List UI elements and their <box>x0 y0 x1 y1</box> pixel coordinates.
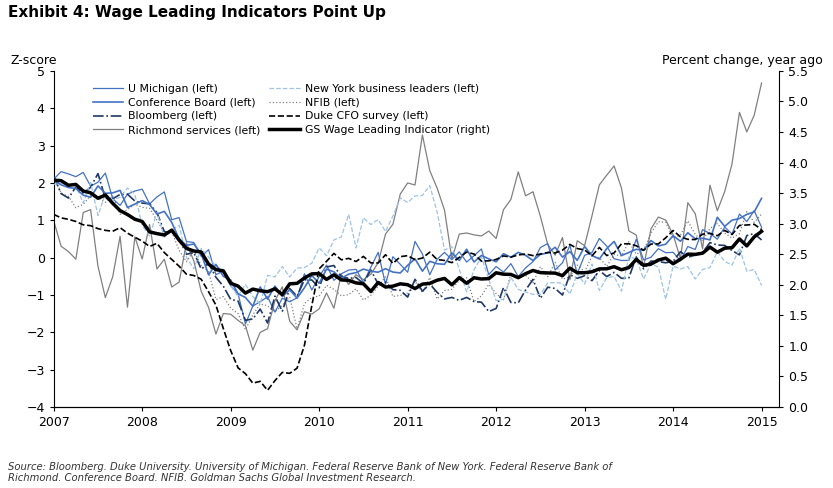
Text: Percent change, year ago: Percent change, year ago <box>662 55 823 67</box>
Legend: U Michigan (left), Conference Board (left), Bloomberg (left), Richmond services : U Michigan (left), Conference Board (lef… <box>88 80 495 140</box>
Text: Z-score: Z-score <box>10 55 57 67</box>
Text: Source: Bloomberg. Duke University. University of Michigan. Federal Reserve Bank: Source: Bloomberg. Duke University. Univ… <box>8 462 612 483</box>
Text: Exhibit 4: Wage Leading Indicators Point Up: Exhibit 4: Wage Leading Indicators Point… <box>8 5 387 20</box>
